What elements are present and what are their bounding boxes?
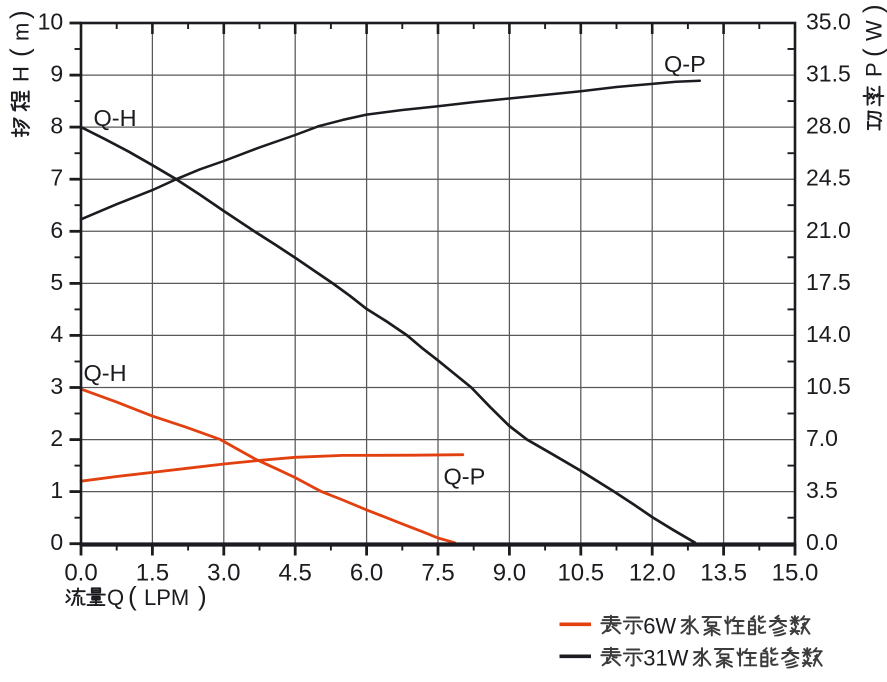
svg-text:0.0: 0.0 bbox=[806, 529, 838, 555]
svg-text:8: 8 bbox=[50, 113, 63, 139]
svg-text:28.0: 28.0 bbox=[806, 113, 851, 139]
svg-text:5: 5 bbox=[50, 269, 63, 295]
svg-text:9.0: 9.0 bbox=[493, 560, 526, 587]
svg-text:10.5: 10.5 bbox=[557, 560, 604, 587]
svg-text:Q-P: Q-P bbox=[444, 464, 486, 490]
svg-text:0.0: 0.0 bbox=[64, 560, 97, 587]
svg-text:31.5: 31.5 bbox=[806, 61, 851, 87]
svg-text:9: 9 bbox=[50, 61, 63, 87]
svg-text:6.0: 6.0 bbox=[350, 560, 383, 587]
svg-text:): ) bbox=[198, 581, 207, 611]
svg-text:13.5: 13.5 bbox=[700, 560, 747, 587]
svg-text:4: 4 bbox=[50, 321, 63, 347]
svg-text:P: P bbox=[862, 62, 887, 77]
svg-text:4.5: 4.5 bbox=[279, 560, 312, 587]
svg-text:1: 1 bbox=[50, 477, 63, 503]
svg-text:(: ( bbox=[858, 48, 887, 57]
svg-text:3.0: 3.0 bbox=[207, 560, 240, 587]
svg-text:7: 7 bbox=[50, 165, 63, 191]
svg-text:17.5: 17.5 bbox=[806, 269, 851, 295]
svg-text:3: 3 bbox=[50, 373, 63, 399]
svg-text:6W: 6W bbox=[643, 614, 676, 639]
svg-text:m: m bbox=[9, 23, 34, 41]
svg-text:H: H bbox=[9, 66, 34, 82]
svg-text:14.0: 14.0 bbox=[806, 321, 851, 347]
svg-text:6: 6 bbox=[50, 217, 63, 243]
svg-text:21.0: 21.0 bbox=[806, 217, 851, 243]
svg-text:7.0: 7.0 bbox=[806, 425, 838, 451]
svg-text:35.0: 35.0 bbox=[806, 9, 851, 35]
svg-text:): ) bbox=[5, 10, 35, 19]
svg-text:Q-H: Q-H bbox=[84, 360, 127, 386]
svg-text:2: 2 bbox=[50, 425, 63, 451]
svg-text:Q-P: Q-P bbox=[664, 51, 706, 77]
svg-text:Q: Q bbox=[107, 585, 124, 610]
svg-text:10.5: 10.5 bbox=[806, 373, 851, 399]
svg-text:31W: 31W bbox=[643, 646, 688, 671]
svg-text:10: 10 bbox=[38, 9, 64, 35]
svg-text:12.0: 12.0 bbox=[629, 560, 676, 587]
svg-text:Q-H: Q-H bbox=[94, 105, 137, 131]
svg-text:): ) bbox=[858, 4, 887, 13]
svg-text:0: 0 bbox=[50, 529, 63, 555]
svg-text:15.0: 15.0 bbox=[772, 560, 819, 587]
svg-text:3.5: 3.5 bbox=[806, 477, 838, 503]
svg-text:7.5: 7.5 bbox=[421, 560, 454, 587]
svg-text:24.5: 24.5 bbox=[806, 165, 851, 191]
svg-text:(: ( bbox=[5, 48, 35, 57]
svg-text:1.5: 1.5 bbox=[136, 560, 169, 587]
svg-text:LPM: LPM bbox=[144, 585, 189, 610]
svg-text:(: ( bbox=[128, 581, 137, 611]
svg-text:W: W bbox=[862, 20, 887, 41]
